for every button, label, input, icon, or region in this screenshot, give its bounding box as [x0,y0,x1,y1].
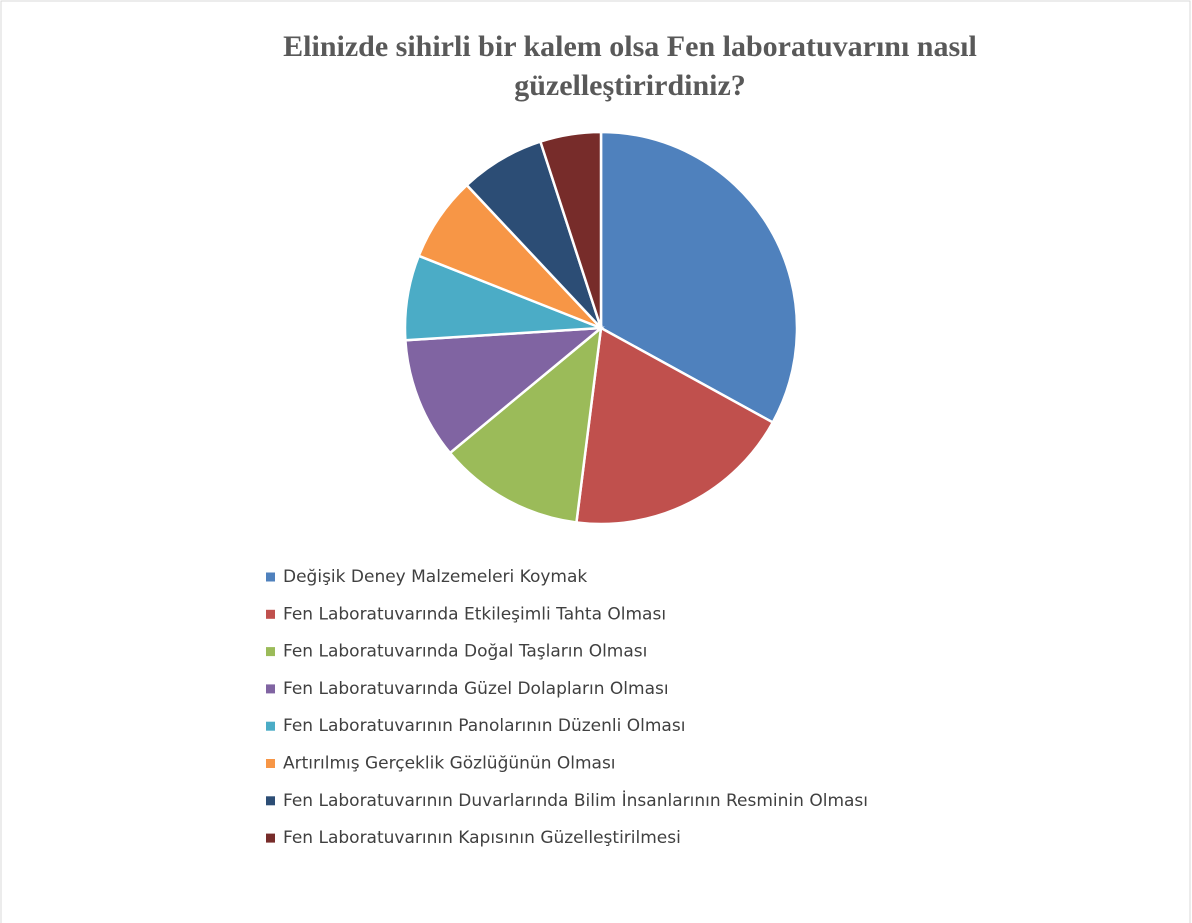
legend-label: Fen Laboratuvarının Kapısının Güzelleşti… [283,828,681,848]
chart-title: güzelleştirirdiniz? [514,69,746,102]
legend-marker [266,684,275,694]
legend-marker [266,572,275,582]
legend-marker [266,833,275,843]
chart-title: Elinizde sihirli bir kalem olsa Fen labo… [283,30,977,63]
legend-label: Fen Laboratuvarının Panolarının Düzenli … [283,716,685,736]
pie-slice [599,130,799,425]
pie-slice [448,325,603,524]
legend-label: Artırılmış Gerçeklik Gözlüğünün Olması [283,754,616,774]
legend-label: Fen Laboratuvarının Duvarlarında Bilim İ… [283,790,868,811]
legend-label: Fen Laboratuvarında Etkileşimli Tahta Ol… [283,604,666,624]
legend-marker [266,759,275,768]
pie-slice [404,326,605,455]
legend-label: Değişik Deney Malzemeleri Koymak [283,567,587,587]
legend-marker [266,647,275,657]
legend-label: Fen Laboratuvarında Doğal Taşların Olmas… [283,642,647,662]
legend-marker [266,796,275,806]
pie-slice [575,326,775,526]
legend-label: Fen Laboratuvarında Güzel Dolapların Olm… [283,679,669,699]
legend-marker [266,609,275,619]
pie-slice [538,130,603,329]
legend-marker [266,721,275,731]
